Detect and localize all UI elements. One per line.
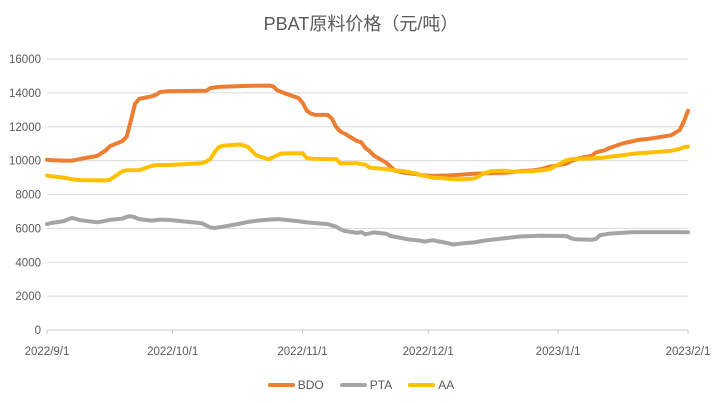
legend-item-aa: AA bbox=[408, 378, 454, 392]
series-line-pta bbox=[45, 214, 690, 247]
x-axis-tick-label: 2023/2/1 bbox=[666, 346, 711, 358]
y-axis-tick-label: 0 bbox=[35, 325, 41, 337]
legend-label-aa: AA bbox=[438, 378, 455, 392]
y-axis-tick-label: 8000 bbox=[15, 190, 41, 202]
y-axis-tick-label: 12000 bbox=[9, 122, 41, 134]
y-axis-tick-label: 14000 bbox=[9, 88, 41, 100]
x-axis-tick-label: 2022/11/1 bbox=[277, 346, 327, 358]
y-axis-tick-label: 10000 bbox=[9, 156, 41, 168]
legend-label-bdo: BDO bbox=[297, 378, 324, 392]
legend-label-pta: PTA bbox=[369, 378, 393, 392]
legend-item-pta: PTA bbox=[339, 378, 393, 392]
bdo-line-swatch bbox=[267, 383, 295, 387]
chart-title: PBAT原料价格（元/吨） bbox=[263, 14, 459, 34]
y-axis-tick-label: 2000 bbox=[15, 291, 41, 303]
x-axis-tick-label: 2022/12/1 bbox=[403, 346, 454, 358]
y-axis-labels: 0 2000 4000 6000 8000 10000 12000 14000 16000 bbox=[9, 54, 41, 337]
legend-item-bdo: BDO bbox=[267, 378, 324, 392]
aa-line-swatch bbox=[408, 383, 436, 387]
x-axis-labels: 2022/9/1 2022/10/1 2022/11/1 2022/12/1 2023/… bbox=[25, 330, 711, 358]
x-axis-tick-label: 2023/1/1 bbox=[536, 346, 581, 358]
gridlines bbox=[47, 58, 688, 297]
series-line-bdo bbox=[45, 83, 690, 178]
y-axis-tick-label: 16000 bbox=[9, 54, 41, 66]
y-axis-tick-label: 4000 bbox=[15, 257, 41, 269]
series-line-aa bbox=[45, 142, 690, 183]
legend: BDO PTA AA bbox=[0, 376, 722, 394]
x-axis-tick-label: 2022/10/1 bbox=[147, 346, 198, 358]
y-axis-tick-label: 6000 bbox=[15, 223, 41, 235]
x-axis-tick-label: 2022/9/1 bbox=[25, 346, 70, 358]
pta-line-swatch bbox=[339, 383, 367, 387]
